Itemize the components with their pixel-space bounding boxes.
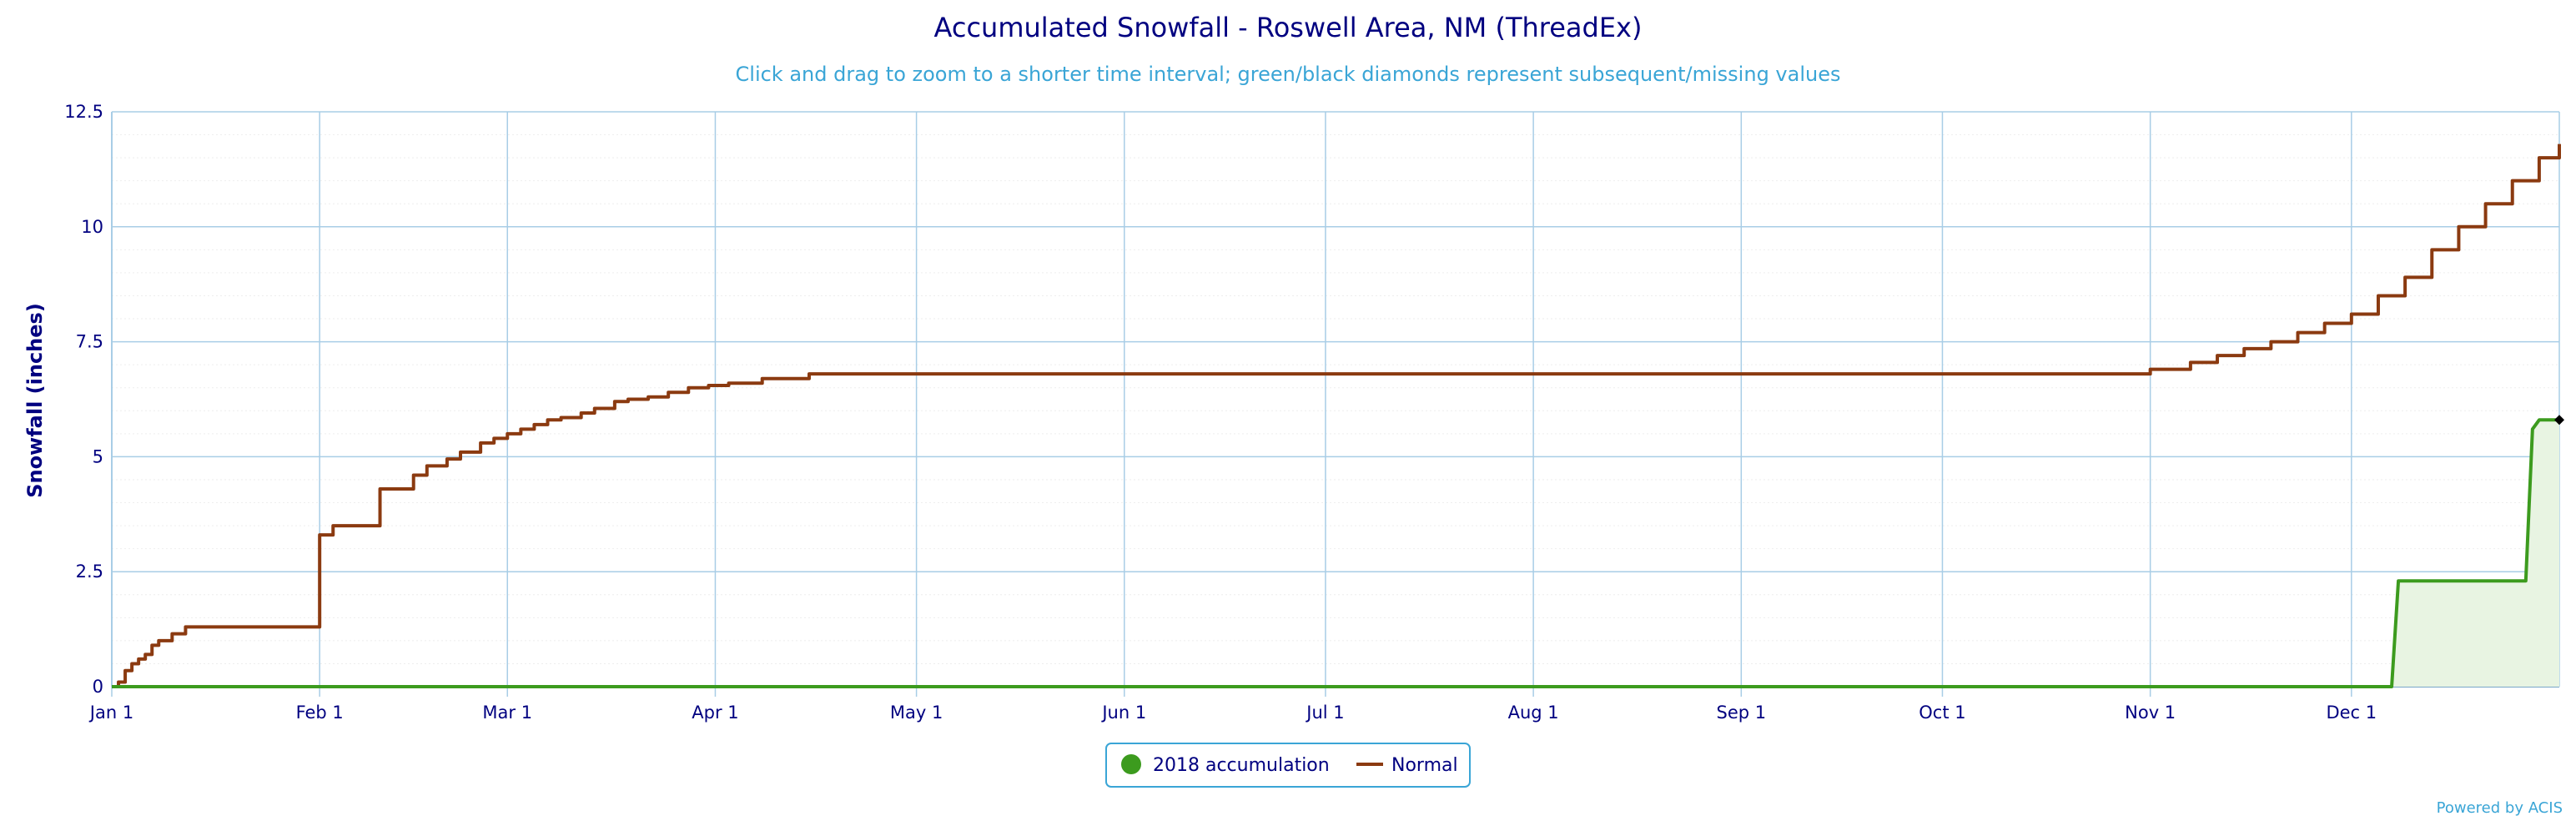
grid [111,111,2560,697]
y-tick-label: 7.5 [76,332,103,352]
y-tick-label: 5 [93,446,103,466]
series-layer [112,144,2564,688]
y-axis-label: Snowfall (inches) [23,303,47,498]
y-tick-label: 12.5 [64,102,103,122]
x-tick-label: Jun 1 [1100,703,1146,723]
y-tick-label: 0 [93,677,103,697]
chart-title: Accumulated Snowfall - Roswell Area, NM … [934,12,1643,43]
x-tick-label: Aug 1 [1508,703,1559,723]
x-axis-ticks: Jan 1 Feb 1 Mar 1 Apr 1 May 1 Jun 1 Jul 1 Aug 1… [88,703,2377,723]
legend[interactable]: 2018 accumulation Normal [1105,743,1471,788]
y-axis-ticks: 0 2.5 5 7.5 10 12.5 [64,102,103,697]
x-tick-label: Jul 1 [1305,703,1344,723]
x-tick-label: Mar 1 [482,703,532,723]
series-2018-accumulation-area [112,420,2559,687]
series-2018-accumulation-line[interactable] [112,418,2559,688]
acis-credit-link[interactable]: Powered by ACIS [2437,799,2563,817]
legend-label-normal: Normal [1391,755,1458,776]
x-tick-label: May 1 [890,703,943,723]
chart-subtitle: Click and drag to zoom to a shorter time… [736,63,1841,86]
x-tick-label: Apr 1 [692,703,738,723]
legend-swatch-2018-accumulation [1121,754,1141,774]
legend-label-2018-accumulation: 2018 accumulation [1153,755,1330,776]
legend-box [1105,743,1471,788]
missing-value-diamond[interactable] [2554,415,2564,426]
legend-item-normal[interactable]: Normal [1356,755,1458,776]
x-tick-label: Oct 1 [1919,703,1965,723]
x-tick-label: Nov 1 [2125,703,2176,723]
x-tick-label: Jan 1 [88,703,133,723]
x-tick-label: Dec 1 [2326,703,2377,723]
y-tick-label: 10 [81,217,103,237]
y-tick-label: 2.5 [76,562,103,582]
series-normal-line[interactable] [112,144,2561,688]
x-tick-label: Sep 1 [1717,703,1767,723]
x-tick-label: Feb 1 [296,703,344,723]
legend-item-2018-accumulation[interactable]: 2018 accumulation [1121,754,1330,776]
